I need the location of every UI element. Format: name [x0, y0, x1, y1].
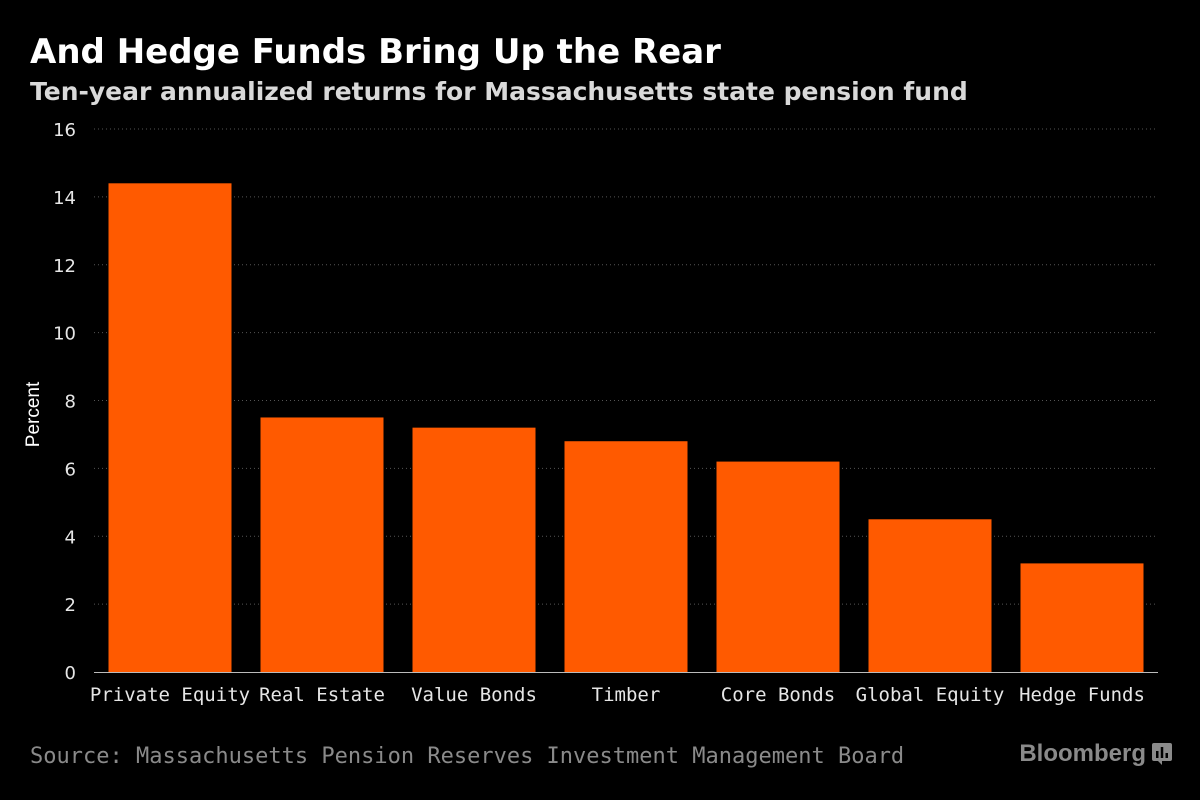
y-tick-label: 2: [65, 595, 76, 616]
chart-subtitle: Ten-year annualized returns for Massachu…: [30, 77, 968, 106]
y-tick-label: 4: [65, 527, 76, 548]
x-tick-label: Global Equity: [856, 684, 1005, 706]
y-tick-label: 8: [65, 392, 76, 413]
x-tick-label: Private Equity: [90, 684, 250, 706]
x-tick-label: Core Bonds: [721, 684, 835, 706]
y-tick-label: 16: [53, 120, 76, 141]
y-axis-ticks: 0 2 4 6 8 10 12 14 16: [53, 120, 76, 684]
chart-title: And Hedge Funds Bring Up the Rear: [30, 32, 721, 72]
x-axis-ticks: Private Equity Real Estate Value Bonds Timb…: [90, 684, 1145, 706]
bar: [716, 461, 840, 672]
bar: [1020, 563, 1144, 672]
bar: [868, 519, 992, 672]
y-tick-label: 6: [65, 459, 76, 480]
bar: [412, 427, 536, 672]
y-tick-label: 14: [53, 188, 76, 209]
bloomberg-chart-icon: [1152, 743, 1172, 765]
bar: [564, 441, 688, 672]
y-axis-label: Percent: [23, 381, 44, 447]
brand-name: Bloomberg: [1019, 740, 1146, 767]
x-tick-label: Timber: [592, 684, 661, 706]
y-tick-label: 0: [65, 663, 76, 684]
bar: [108, 183, 232, 673]
x-tick-label: Hedge Funds: [1019, 684, 1145, 706]
x-tick-label: Real Estate: [259, 684, 385, 706]
bars: [108, 183, 1144, 673]
x-tick-label: Value Bonds: [411, 684, 537, 706]
y-tick-label: 10: [53, 324, 76, 345]
y-tick-label: 12: [53, 256, 76, 277]
bar: [260, 417, 384, 672]
brand-logo: Bloomberg: [1019, 738, 1172, 770]
source-note: Source: Massachusetts Pension Reserves I…: [30, 744, 905, 769]
